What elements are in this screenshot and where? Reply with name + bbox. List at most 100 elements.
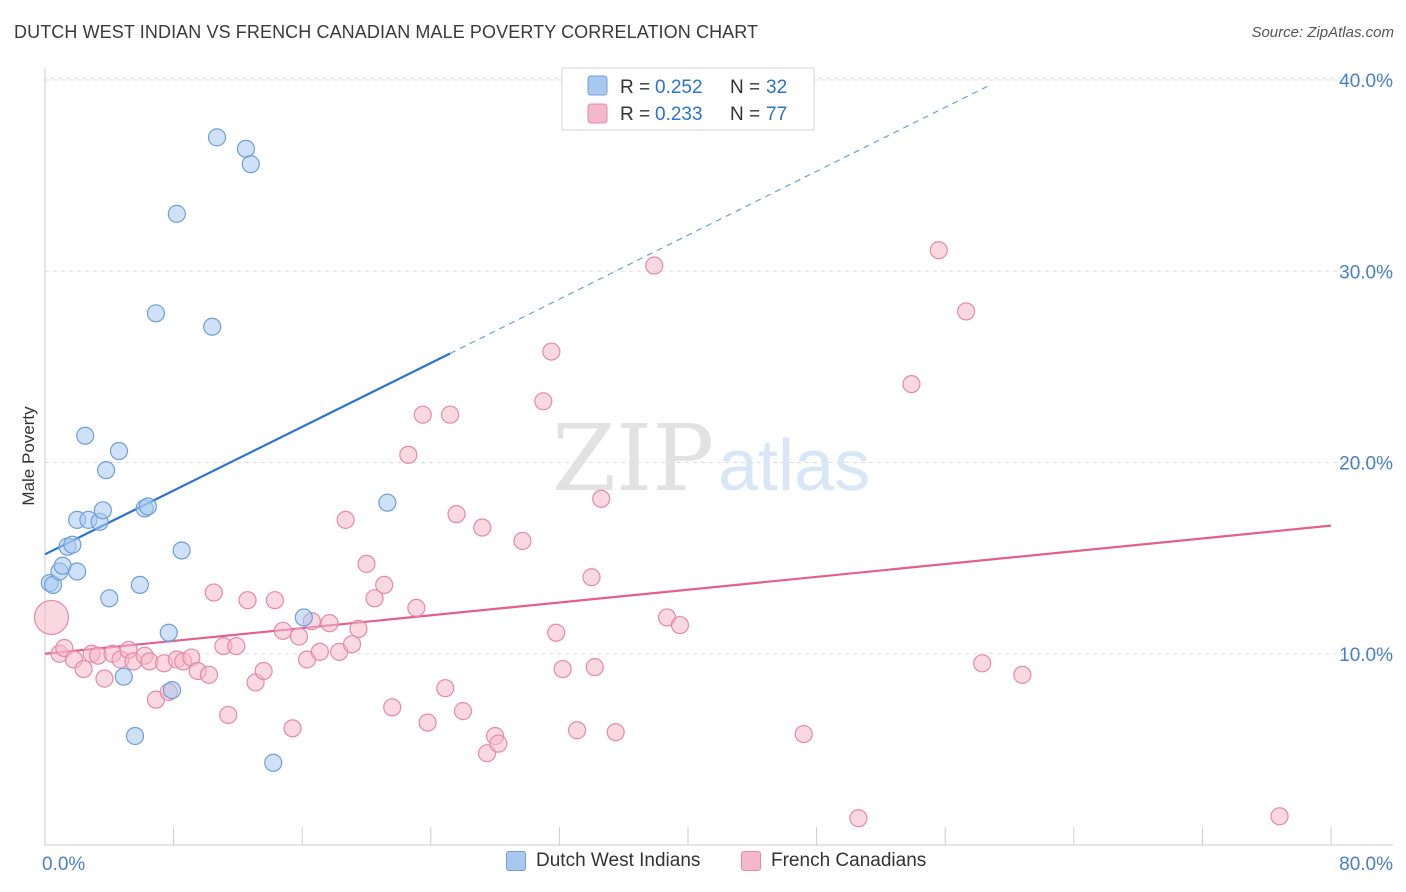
point-french-canadians — [447, 505, 466, 524]
legend-r-label: R = — [620, 77, 655, 98]
legend-r-value: 0.252 — [655, 77, 703, 98]
point-french-canadians — [1013, 665, 1032, 684]
source-label: Source: ZipAtlas.com — [1251, 24, 1394, 41]
point-french-canadians — [567, 721, 587, 740]
point-french-canadians — [349, 619, 368, 638]
point-french-canadians — [929, 241, 948, 260]
point-dutch-west-indians — [294, 608, 313, 627]
point-french-canadians — [407, 598, 426, 617]
point-dutch-west-indians — [68, 562, 87, 581]
point-french-canadians — [33, 599, 70, 636]
y-tick-label: 10.0% — [1339, 645, 1393, 666]
point-french-canadians — [973, 654, 992, 673]
points-layer — [33, 128, 1289, 828]
legend-n-label: N = — [730, 77, 765, 98]
point-french-canadians — [542, 342, 561, 361]
bottom-legend: Dutch West Indians French Canadians — [0, 850, 1406, 878]
legend-r-label: R = — [620, 104, 655, 125]
point-french-canadians — [453, 702, 473, 721]
point-dutch-west-indians — [236, 139, 256, 158]
point-dutch-west-indians — [241, 155, 260, 174]
point-french-canadians — [219, 705, 238, 725]
point-dutch-west-indians — [100, 589, 119, 608]
point-french-canadians — [606, 723, 625, 742]
point-french-canadians — [645, 256, 664, 275]
point-french-canadians — [254, 661, 273, 681]
point-french-canadians — [227, 636, 246, 656]
legend-swatch-pink — [587, 103, 608, 124]
point-french-canadians — [273, 621, 293, 640]
point-french-canadians — [336, 510, 355, 529]
point-dutch-west-indians — [264, 753, 283, 772]
point-french-canadians — [399, 445, 418, 464]
point-french-canadians — [436, 679, 455, 698]
point-french-canadians — [283, 719, 302, 738]
point-dutch-west-indians — [93, 501, 112, 520]
point-dutch-west-indians — [130, 575, 149, 595]
point-dutch-west-indians — [114, 667, 133, 686]
point-dutch-west-indians — [76, 426, 95, 445]
point-dutch-west-indians — [203, 317, 222, 336]
trend-line-dutch-west-indians-extension — [449, 85, 989, 355]
point-french-canadians — [413, 405, 432, 424]
legend-r-value: 0.233 — [655, 104, 703, 125]
watermark: ZIP atlas — [552, 405, 870, 512]
point-french-canadians — [365, 589, 384, 608]
y-tick-label: 30.0% — [1339, 262, 1393, 283]
x-tick-label: 0.0% — [42, 854, 85, 875]
point-french-canadians — [199, 665, 219, 684]
point-french-canadians — [585, 658, 604, 677]
bottom-legend-swatch — [506, 851, 526, 871]
point-dutch-west-indians — [378, 493, 397, 512]
point-french-canadians — [473, 518, 492, 537]
bottom-legend-item-dutch-west-indians: Dutch West Indians — [506, 850, 700, 872]
point-french-canadians — [489, 734, 508, 753]
point-french-canadians — [592, 489, 611, 508]
legend-box: R = 0.252 N = 32 R = 0.233 N = 77 — [561, 67, 815, 131]
point-french-canadians — [320, 614, 339, 633]
point-dutch-west-indians — [63, 535, 82, 554]
legend-n-value: 32 — [766, 77, 787, 98]
legend-swatch-blue — [587, 75, 608, 96]
legend-n-label: N = — [730, 104, 765, 125]
point-french-canadians — [513, 531, 532, 551]
watermark-atlas: atlas — [718, 426, 870, 506]
point-french-canadians — [553, 659, 572, 679]
trend-line-french-canadians — [44, 524, 1332, 655]
point-dutch-west-indians — [207, 128, 227, 147]
point-dutch-west-indians — [138, 497, 157, 516]
chart-title: DUTCH WEST INDIAN VS FRENCH CANADIAN MAL… — [14, 22, 759, 42]
point-french-canadians — [204, 583, 223, 602]
point-french-canadians — [289, 627, 309, 646]
tick-labels: 10.0% 20.0% 30.0% 40.0% 0.0% 80.0% — [42, 71, 1393, 875]
trend-layer — [44, 85, 1332, 655]
point-french-canadians — [238, 591, 257, 610]
bottom-legend-label: Dutch West Indians — [536, 850, 701, 871]
x-tick-label: 80.0% — [1339, 854, 1393, 875]
point-dutch-west-indians — [162, 680, 182, 700]
point-french-canadians — [418, 713, 437, 732]
point-french-canadians — [383, 698, 402, 717]
point-french-canadians — [375, 575, 394, 595]
point-french-canadians — [357, 554, 376, 573]
point-french-canadians — [902, 374, 921, 394]
point-french-canadians — [849, 809, 868, 828]
point-dutch-west-indians — [159, 623, 178, 642]
bottom-legend-label: French Canadians — [771, 850, 927, 871]
point-dutch-west-indians — [146, 304, 166, 323]
axis-layer — [44, 68, 1393, 846]
point-french-canadians — [74, 659, 93, 679]
point-french-canadians — [794, 724, 813, 744]
point-french-canadians — [440, 405, 460, 424]
point-dutch-west-indians — [96, 461, 116, 480]
point-french-canadians — [670, 615, 690, 635]
y-axis-label: Male Poverty — [19, 406, 38, 506]
y-tick-label: 20.0% — [1339, 454, 1393, 475]
point-dutch-west-indians — [167, 204, 186, 223]
point-french-canadians — [547, 623, 566, 642]
point-dutch-west-indians — [172, 541, 191, 560]
grid-layer — [45, 77, 1391, 655]
point-french-canadians — [1270, 807, 1289, 826]
point-french-canadians — [265, 591, 284, 610]
point-dutch-west-indians — [109, 441, 129, 461]
